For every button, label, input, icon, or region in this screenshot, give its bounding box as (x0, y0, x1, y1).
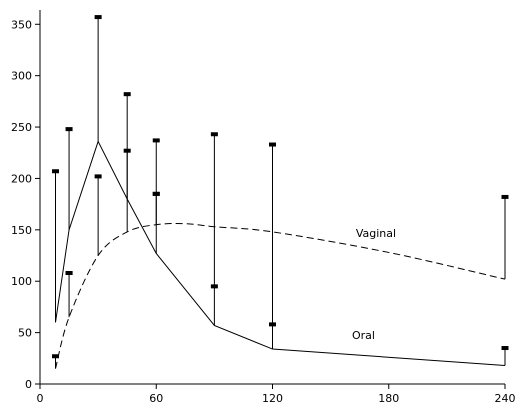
error-cap (269, 322, 276, 327)
error-cap (152, 138, 160, 143)
series-label-oral: Oral (352, 329, 375, 342)
x-tick-label: 0 (37, 392, 44, 405)
y-tick-label: 50 (18, 327, 32, 340)
error-cap (210, 284, 218, 289)
error-cap (210, 132, 218, 137)
series-lines (55, 140, 506, 369)
error-cap (501, 346, 509, 351)
y-tick-label: 200 (11, 172, 32, 185)
error-cap (501, 194, 509, 199)
y-tick-label: 100 (11, 275, 32, 288)
y-tick-label: 250 (11, 121, 32, 134)
y-tick-label: 300 (11, 70, 32, 83)
error-cap (52, 354, 59, 359)
y-ticks: 0 50 100 150 200 250 300 350 (11, 18, 40, 391)
x-ticks: 0 60 120 180 240 (37, 384, 516, 405)
x-tick-label: 180 (378, 392, 399, 405)
error-cap (123, 92, 131, 97)
error-cap (65, 127, 73, 132)
x-tick-label: 240 (495, 392, 516, 405)
series-labels: Vaginal Oral (352, 227, 396, 342)
x-tick-label: 120 (262, 392, 283, 405)
y-tick-label: 350 (11, 18, 32, 31)
error-cap (94, 15, 102, 20)
series-label-vaginal: Vaginal (356, 227, 396, 240)
error-cap (123, 148, 131, 153)
error-cap (52, 169, 59, 174)
error-cap (94, 174, 102, 179)
series-line-vaginal (55, 222, 506, 369)
error-cap (65, 271, 73, 275)
error-bars (52, 15, 509, 369)
x-tick-label: 60 (149, 392, 163, 405)
y-tick-label: 150 (11, 224, 32, 237)
error-cap (152, 191, 160, 196)
y-tick-label: 0 (25, 378, 32, 391)
error-cap (269, 142, 276, 147)
series-line-oral (55, 140, 506, 366)
